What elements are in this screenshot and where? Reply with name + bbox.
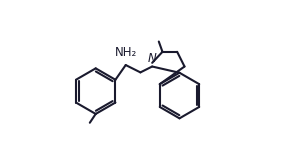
Text: N: N xyxy=(148,52,156,65)
Text: NH₂: NH₂ xyxy=(115,46,137,59)
